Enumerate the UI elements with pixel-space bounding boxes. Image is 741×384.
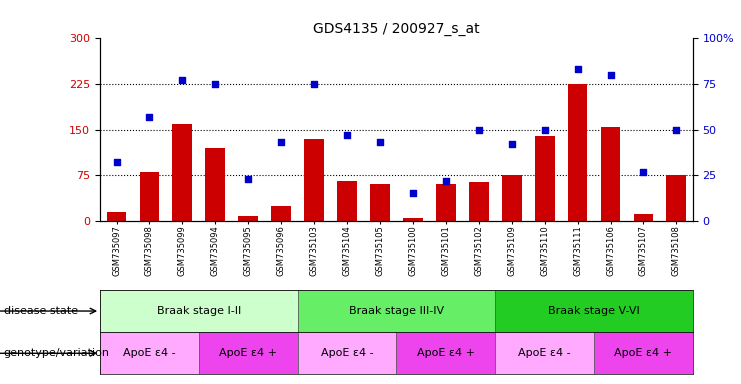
Point [637,169,649,175]
Point [407,190,419,197]
Point [275,139,287,146]
Bar [396,332,495,374]
Point [210,81,222,87]
Point [242,176,254,182]
Text: ApoE ε4 +: ApoE ε4 + [417,348,475,358]
Bar [403,218,423,221]
Text: disease state: disease state [4,306,78,316]
Point [605,72,617,78]
Bar [107,212,127,221]
Text: Braak stage V-VI: Braak stage V-VI [548,306,640,316]
Point [110,159,122,166]
Bar [298,332,396,374]
Bar [469,182,488,221]
Bar [173,124,192,221]
Bar [100,332,199,374]
Bar [139,172,159,221]
Text: ApoE ε4 +: ApoE ε4 + [219,348,277,358]
Bar [100,290,298,332]
Title: GDS4135 / 200927_s_at: GDS4135 / 200927_s_at [313,22,479,36]
Point [671,127,682,133]
Point [473,127,485,133]
Bar [594,332,693,374]
Bar [495,290,693,332]
Point [440,177,452,184]
Text: Braak stage I-II: Braak stage I-II [156,306,241,316]
Bar [239,216,258,221]
Bar [568,84,588,221]
Text: genotype/variation: genotype/variation [4,348,110,358]
Bar [495,332,594,374]
Bar [205,148,225,221]
Text: ApoE ε4 -: ApoE ε4 - [518,348,571,358]
Bar [298,290,495,332]
Point [176,77,188,83]
Point [374,139,386,146]
Text: ApoE ε4 -: ApoE ε4 - [321,348,373,358]
Bar [305,139,324,221]
Bar [271,205,291,221]
Point [341,132,353,138]
Text: ApoE ε4 +: ApoE ε4 + [614,348,672,358]
Bar [337,181,357,221]
Point [144,114,156,120]
Bar [634,214,654,221]
Point [571,66,583,73]
Point [308,81,320,87]
Text: ApoE ε4 -: ApoE ε4 - [123,348,176,358]
Point [539,127,551,133]
Bar [666,175,686,221]
Bar [436,184,456,221]
Point [506,141,518,147]
Text: Braak stage III-IV: Braak stage III-IV [349,306,444,316]
Bar [502,175,522,221]
Bar [601,127,620,221]
Bar [535,136,554,221]
Bar [199,332,298,374]
Bar [370,184,390,221]
